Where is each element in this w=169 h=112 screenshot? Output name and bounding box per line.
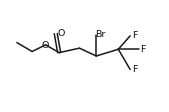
Text: O: O	[57, 29, 65, 38]
Text: F: F	[132, 31, 137, 40]
Text: Br: Br	[95, 30, 106, 39]
Text: F: F	[132, 65, 137, 74]
Text: O: O	[42, 41, 49, 50]
Text: F: F	[140, 45, 146, 54]
